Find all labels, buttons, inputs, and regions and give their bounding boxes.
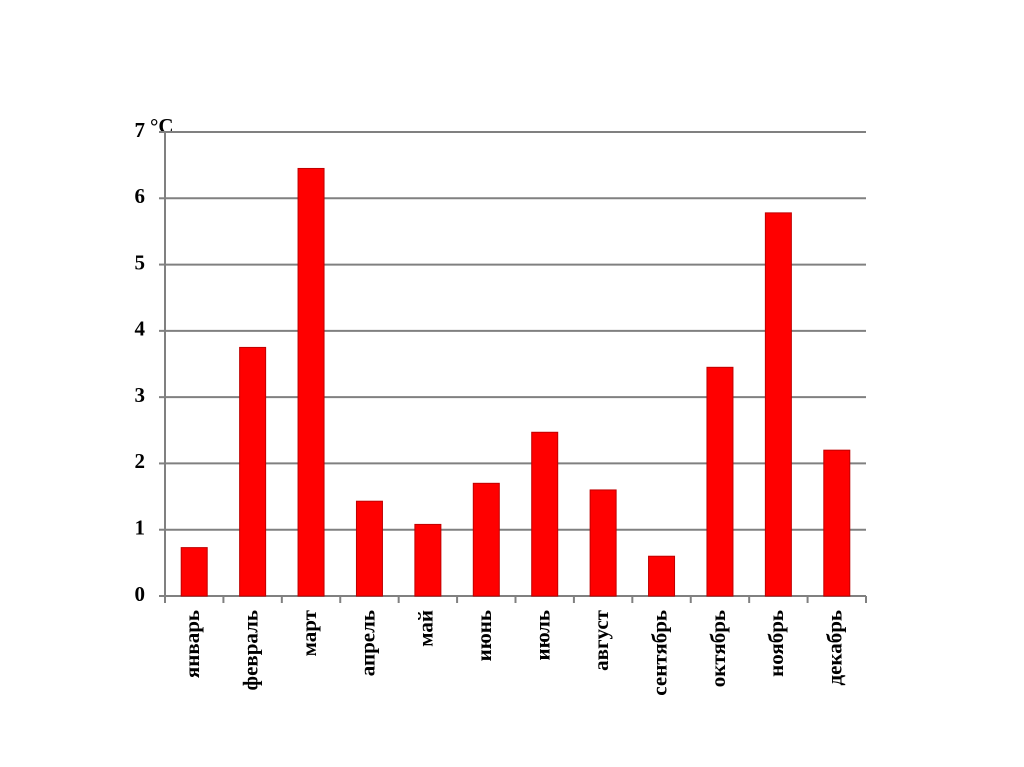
y-tick-label: 1 (135, 516, 146, 540)
x-tick-label: апрель (355, 610, 379, 676)
bar (355, 500, 383, 597)
bar (414, 523, 442, 597)
y-tick-label: 6 (135, 184, 146, 208)
x-tick-label: август (589, 609, 613, 671)
bar (823, 449, 851, 597)
x-tick-label: май (414, 610, 438, 647)
bar (706, 366, 734, 597)
bar (180, 547, 208, 597)
y-tick-label: 5 (135, 250, 146, 274)
y-tick-label: 3 (135, 383, 146, 407)
y-tick-label: 0 (135, 582, 146, 606)
bar (764, 212, 792, 597)
x-tick-label: январь (180, 610, 204, 678)
x-tick-label: сентябрь (647, 610, 671, 696)
bar (239, 346, 267, 597)
x-tick-label: октябрь (706, 610, 730, 687)
x-tick-label: ноябрь (764, 610, 788, 677)
bar (531, 431, 559, 597)
bar (297, 167, 325, 597)
x-tick-label: июнь (472, 610, 496, 661)
bar (589, 489, 617, 597)
y-tick-label: 4 (135, 317, 146, 341)
bar (648, 555, 676, 597)
y-tick-label: 2 (135, 449, 146, 473)
x-tick-label: март (297, 609, 321, 656)
bar (472, 482, 500, 597)
y-axis-label: °C (150, 114, 174, 138)
y-tick-label: 7 (135, 118, 146, 142)
x-tick-label: июль (531, 610, 555, 661)
x-tick-label: декабрь (823, 610, 847, 686)
x-tick-label: февраль (238, 610, 262, 690)
